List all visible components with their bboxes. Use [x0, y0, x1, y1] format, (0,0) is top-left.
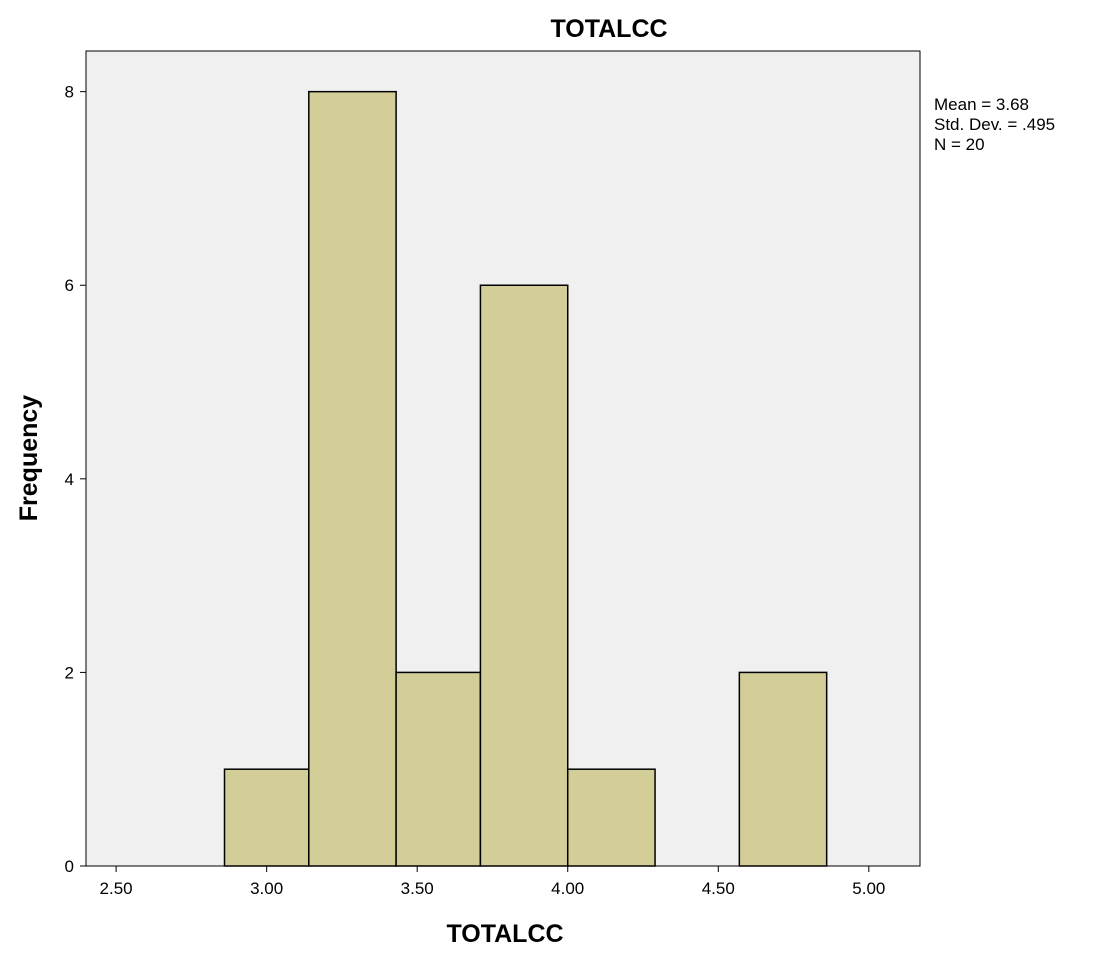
histogram-bar [308, 90, 397, 867]
x-tick-label: 4.00 [551, 879, 584, 898]
x-tick-label: 2.50 [100, 879, 133, 898]
y-tick-label: 8 [65, 83, 74, 102]
histogram-bar [566, 768, 656, 867]
stat-line: Std. Dev. = .495 [934, 115, 1055, 134]
y-tick-label: 6 [65, 276, 74, 295]
bars-group [223, 90, 828, 867]
y-axis: 0 2 4 6 8 [65, 83, 86, 876]
y-tick-label: 4 [65, 470, 74, 489]
y-axis-label: Frequency [15, 395, 43, 522]
y-tick-label: 2 [65, 663, 74, 682]
x-tick-label: 5.00 [852, 879, 885, 898]
x-tick-label: 3.50 [401, 879, 434, 898]
histogram-bar [395, 671, 482, 867]
stat-line: Mean = 3.68 [934, 95, 1029, 114]
stat-line: N = 20 [934, 135, 985, 154]
chart-title: TOTALCC [550, 15, 667, 43]
x-axis-label: TOTALCC [446, 920, 563, 948]
x-axis: 2.50 3.00 3.50 4.00 4.50 5.00 [100, 866, 885, 898]
histogram-bar [479, 284, 569, 867]
histogram-bar [223, 768, 310, 867]
y-tick-label: 0 [65, 857, 74, 876]
histogram-bar [738, 671, 828, 867]
x-tick-label: 4.50 [702, 879, 735, 898]
x-tick-label: 3.00 [250, 879, 283, 898]
